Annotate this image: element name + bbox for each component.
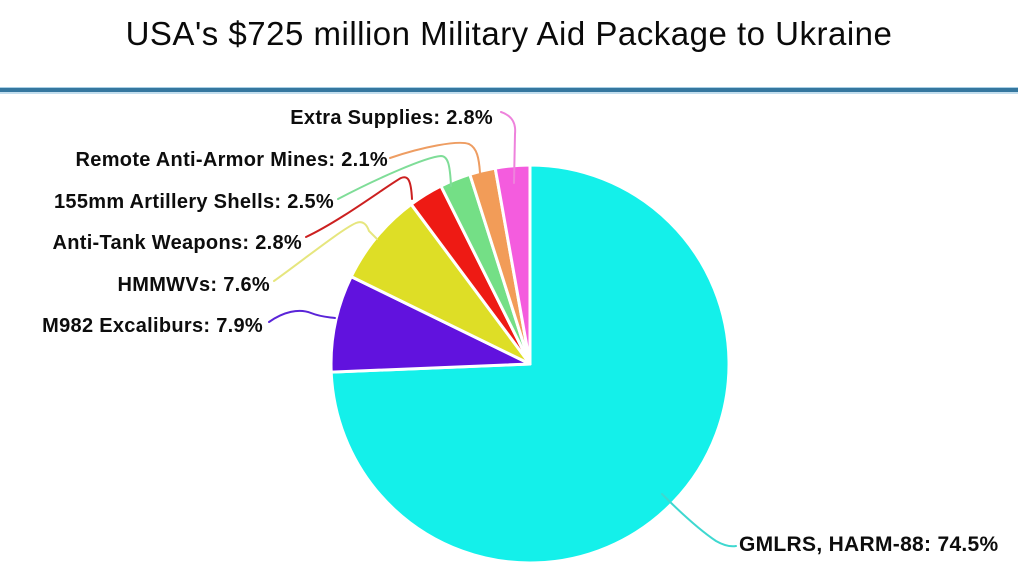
slice-label-remote-anti-armor-mines: Remote Anti-Armor Mines: 2.1% xyxy=(75,149,388,171)
leader-line-remote-anti-armor-mines xyxy=(389,141,481,174)
leader-line-hmmwvs xyxy=(273,221,378,282)
pie-slice-m982-excaliburs xyxy=(329,275,532,374)
divider-line xyxy=(0,87,1018,94)
chart-title: USA's $725 million Military Aid Package … xyxy=(125,15,893,52)
leader-line-m982-excaliburs xyxy=(268,309,336,323)
slice-label-extra-supplies: Extra Supplies: 2.8% xyxy=(290,107,493,129)
pie-slice-hmmwvs xyxy=(349,202,532,366)
leader-line-anti-tank-weapons xyxy=(305,176,413,238)
slice-label-anti-tank-weapons: Anti-Tank Weapons: 2.8% xyxy=(52,232,302,254)
slice-label-gmlrs-harm-88: GMLRS, HARM-88: 74.5% xyxy=(739,533,999,556)
slice-label-hmmwvs: HMMWVs: 7.6% xyxy=(117,274,270,296)
slice-label-155mm-artillery-shells: 155mm Artillery Shells: 2.5% xyxy=(53,191,334,213)
leader-line-extra-supplies xyxy=(500,111,517,184)
leader-line-gmlrs-harm-88 xyxy=(661,493,737,548)
slice-label-m982-excaliburs: M982 Excaliburs: 7.9% xyxy=(42,315,263,337)
pie-slice-extra-supplies xyxy=(493,163,532,366)
leader-line-155mm-artillery-shells xyxy=(337,154,452,200)
